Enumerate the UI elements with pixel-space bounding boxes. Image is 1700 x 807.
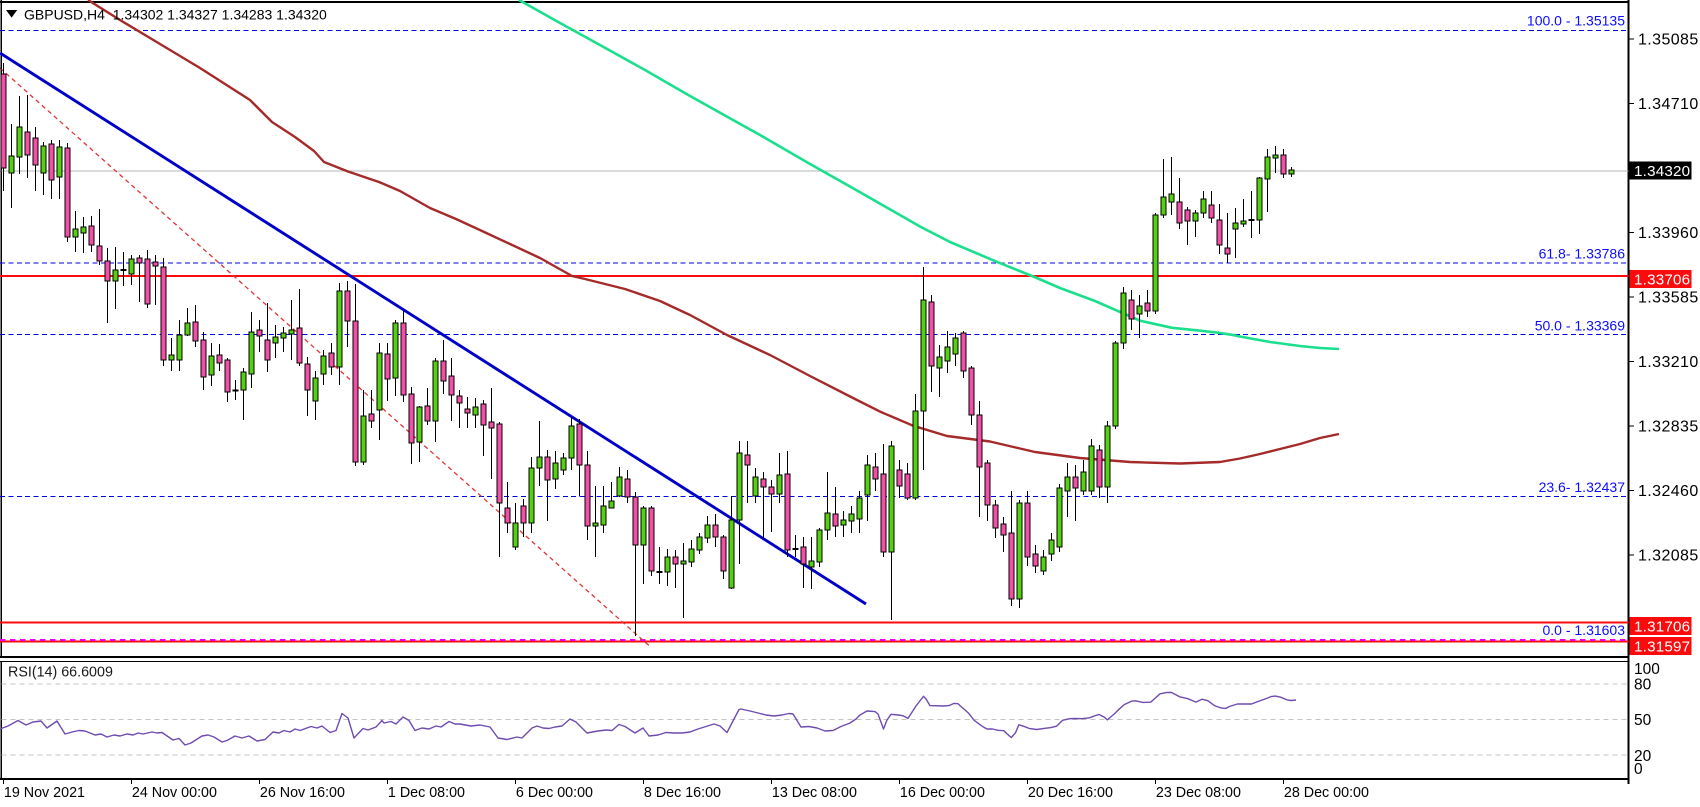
svg-text:0: 0 — [1634, 761, 1643, 778]
svg-text:1 Dec 08:00: 1 Dec 08:00 — [388, 785, 465, 801]
svg-text:20: 20 — [1634, 748, 1652, 765]
svg-text:19 Nov 2021: 19 Nov 2021 — [4, 785, 85, 801]
svg-text:6 Dec 00:00: 6 Dec 00:00 — [516, 785, 593, 801]
svg-text:1.33706: 1.33706 — [1634, 272, 1690, 289]
svg-text:23 Dec 08:00: 23 Dec 08:00 — [1156, 785, 1241, 801]
svg-text:1.33960: 1.33960 — [1638, 225, 1699, 242]
svg-text:0.0 - 1.31603: 0.0 - 1.31603 — [1542, 622, 1625, 638]
svg-text:100: 100 — [1634, 661, 1660, 678]
svg-text:1.33210: 1.33210 — [1638, 354, 1699, 371]
svg-text:61.8- 1.33786: 61.8- 1.33786 — [1539, 246, 1626, 262]
svg-text:20 Dec 16:00: 20 Dec 16:00 — [1028, 785, 1113, 801]
svg-text:100.0 - 1.35135: 100.0 - 1.35135 — [1527, 13, 1625, 29]
svg-text:28 Dec 00:00: 28 Dec 00:00 — [1284, 785, 1369, 801]
svg-text:80: 80 — [1634, 677, 1652, 694]
svg-text:50: 50 — [1634, 712, 1652, 729]
svg-text:1.32085: 1.32085 — [1638, 548, 1699, 565]
svg-text:1.31597: 1.31597 — [1634, 639, 1690, 656]
svg-text:GBPUSD,H4 1.34302 1.34327 1.3: GBPUSD,H4 1.34302 1.34327 1.34283 1.3432… — [24, 7, 327, 23]
svg-text:24 Nov 00:00: 24 Nov 00:00 — [132, 785, 217, 801]
svg-text:1.32835: 1.32835 — [1638, 419, 1699, 436]
svg-text:1.33585: 1.33585 — [1638, 290, 1699, 307]
svg-text:50.0 - 1.33369: 50.0 - 1.33369 — [1535, 318, 1626, 334]
svg-text:1.34320: 1.34320 — [1634, 163, 1690, 180]
svg-text:1.32460: 1.32460 — [1638, 483, 1699, 500]
svg-text:13 Dec 08:00: 13 Dec 08:00 — [772, 785, 857, 801]
svg-text:16 Dec 00:00: 16 Dec 00:00 — [900, 785, 985, 801]
svg-text:1.31706: 1.31706 — [1634, 619, 1690, 636]
svg-text:26 Nov 16:00: 26 Nov 16:00 — [260, 785, 345, 801]
svg-text:23.6- 1.32437: 23.6- 1.32437 — [1539, 479, 1626, 495]
svg-text:1.35085: 1.35085 — [1638, 32, 1699, 49]
svg-text:RSI(14) 66.6009: RSI(14) 66.6009 — [8, 665, 113, 681]
svg-text:1.34710: 1.34710 — [1638, 96, 1699, 113]
svg-text:8 Dec 16:00: 8 Dec 16:00 — [644, 785, 721, 801]
